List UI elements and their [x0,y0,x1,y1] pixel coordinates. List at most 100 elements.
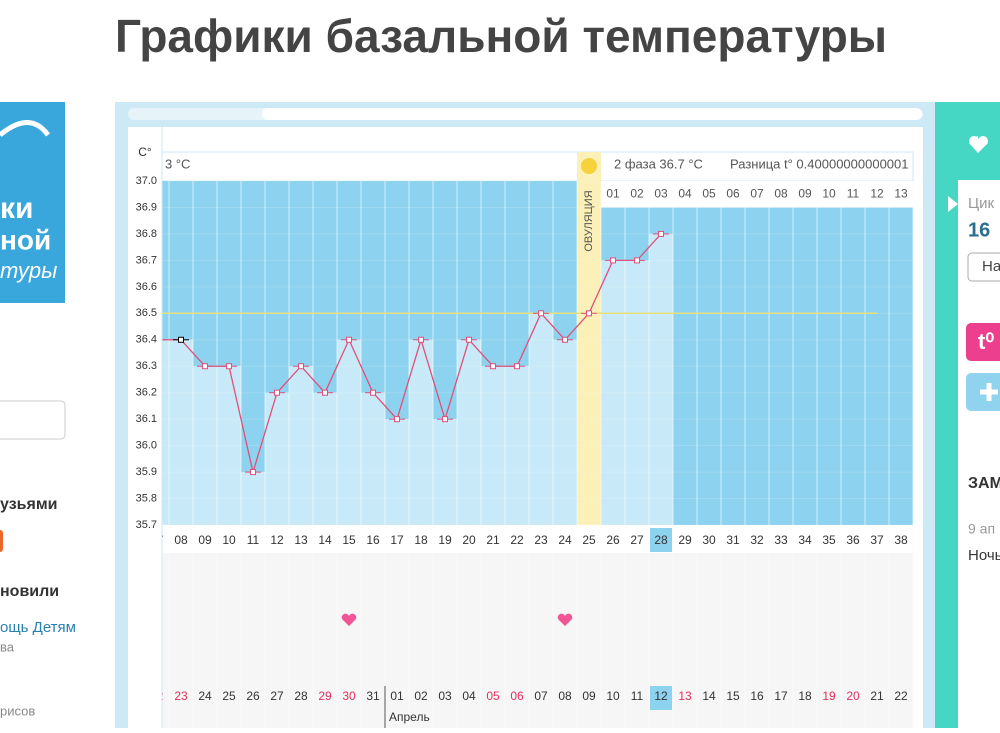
x-tick-label: 33 [774,533,788,547]
temperature-bar [625,260,649,525]
phase2-day: 01 [606,186,620,200]
today-date-highlight [650,686,672,710]
date-label: 27 [270,689,284,703]
ovulation-label: ОВУЛЯЦИЯ [583,190,595,251]
temperature-point [418,336,424,343]
sun-icon [581,158,597,174]
temperature-point [346,336,352,343]
phase2-day: 11 [847,186,860,200]
x-tick-label: 30 [702,533,716,547]
date-label: 22 [894,689,908,703]
plot: 3 °C 2 фаза 36.7 °C Разница t° 0.400000000… [128,127,914,728]
temperature-point [322,389,328,396]
logo-text: ной [0,224,51,255]
date-label: 16 [750,689,764,703]
search-input[interactable] [0,400,66,440]
temperature-point [586,310,592,317]
x-tick-label: 17 [390,533,404,547]
x-tick-label: 24 [558,533,572,547]
temperature-bar [361,392,385,525]
date-label: 23 [174,689,188,703]
y-tick-label: 36.5 [136,307,157,319]
temperature-point [466,336,472,343]
note-text: Ночь [968,547,1000,564]
temperature-point [298,363,304,370]
temperature-point [514,363,520,370]
y-tick-label: 35.9 [136,466,157,478]
date-label: 14 [702,689,716,703]
temperature-point [538,310,544,317]
phase2-day: 03 [654,186,668,200]
x-tick-label: 35 [822,533,836,547]
temperature-bar [457,339,481,525]
temperature-point [658,230,664,237]
temperature-point [202,363,208,370]
scrollbar-thumb[interactable] [262,108,922,120]
y-tick-label: 37.0 [136,175,157,187]
phase2-day: 08 [774,186,788,200]
logo[interactable] [0,102,65,303]
x-tick-label: 22 [510,533,524,547]
cycle-number: 16 [968,219,990,241]
section-heading: новили [0,583,59,600]
date-label: 26 [246,689,260,703]
temperature-point [178,336,184,343]
phase2-day: 13 [894,186,908,200]
x-tick-label: 28 [654,533,668,547]
x-tick-label: 37 [870,533,884,547]
day-row [162,527,913,553]
x-tick-label: 16 [366,533,380,547]
x-tick-label: 13 [294,533,308,547]
button-label[interactable]: На [982,258,1000,275]
date-label: 25 [222,689,236,703]
date-label: 02 [414,689,428,703]
note-date: 9 ап [968,521,995,537]
x-tick-label: 20 [462,533,476,547]
temp-button[interactable] [966,323,1000,361]
button[interactable] [967,252,1000,282]
avatar[interactable] [0,530,3,552]
link[interactable]: ощь Детям [0,619,76,636]
x-tick-label: 18 [414,533,428,547]
date-label: 18 [798,689,812,703]
x-tick-label: 25 [582,533,596,547]
temperature-bar [385,419,409,525]
temperature-bar [553,339,577,525]
date-label: 03 [438,689,452,703]
phase2-day: 05 [702,186,716,200]
y-tick-label: 36.8 [136,228,157,240]
date-label: 29 [318,689,332,703]
y-tick-label: 36.6 [136,281,157,293]
date-label: 09 [582,689,596,703]
date-label: 13 [678,689,692,703]
y-tick-label: 36.1 [136,413,157,425]
temperature-line [157,233,662,475]
temp-button-label[interactable]: t⁰ [978,329,994,354]
temperature-bar [265,392,289,525]
x-tick-label: 29 [678,533,692,547]
heart-marker [341,613,357,626]
pointer [948,196,958,212]
x-tick-label: 09 [198,533,212,547]
today-highlight [650,528,672,552]
x-tick-label: 27 [630,533,644,547]
x-tick-label: 19 [438,533,452,547]
cycle-label: Цик [968,195,994,212]
y-tick-label: 36.7 [136,254,157,266]
y-axis-panel [128,127,162,728]
logo-text: ки [0,192,33,225]
sub-text: ва [0,639,15,654]
header-row [161,151,914,182]
date-label: 08 [558,689,572,703]
temperature-bar [481,366,505,525]
phase2-day: 02 [630,186,644,200]
temperature-point [394,416,400,423]
temperature-point [490,363,496,370]
heart-icon-part [969,143,988,153]
date-label: 12 [654,689,668,703]
date-label: 10 [606,689,620,703]
phase2-day: 09 [798,186,812,200]
date-label: 21 [870,689,884,703]
logo-arc [0,120,51,137]
